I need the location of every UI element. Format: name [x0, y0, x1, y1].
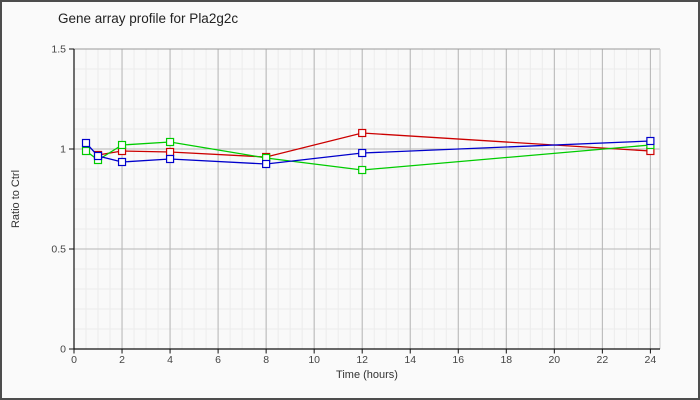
- marker-blue: [165, 154, 175, 164]
- x-tick-label: 24: [645, 354, 657, 366]
- axis-lines: [69, 48, 660, 354]
- chart-title: Gene array profile for Pla2g2c: [58, 11, 239, 26]
- marker-blue: [81, 138, 91, 148]
- marker-blue: [646, 136, 655, 146]
- plot-background: [74, 49, 660, 349]
- x-tick-label: 12: [356, 354, 368, 366]
- marker-red: [358, 128, 367, 138]
- x-tick-label: 6: [215, 354, 221, 366]
- x-tick-label: 18: [500, 354, 512, 366]
- y-tick-label: 1.5: [51, 44, 66, 56]
- y-tick-label: 0.5: [51, 244, 66, 256]
- marker-green: [81, 146, 91, 156]
- x-tick-label: 16: [452, 354, 464, 366]
- x-tick-label: 2: [119, 354, 125, 366]
- marker-red: [165, 147, 175, 157]
- series-blue: [81, 136, 655, 169]
- x-tick-label: 20: [548, 354, 560, 366]
- marker-blue: [358, 148, 367, 158]
- marker-blue: [117, 157, 127, 167]
- marker-green: [165, 137, 175, 147]
- y-tick-label: 1: [60, 144, 66, 156]
- x-axis-label: Time (hours): [336, 369, 398, 381]
- marker-blue: [93, 151, 103, 161]
- major-gridlines: [74, 48, 661, 349]
- y-tick-label: 0: [60, 344, 66, 356]
- marker-green: [358, 165, 367, 175]
- x-tick-label: 4: [167, 354, 173, 366]
- x-tick-label: 10: [308, 354, 320, 366]
- marker-green: [117, 140, 127, 150]
- x-tick-label: 14: [404, 354, 416, 366]
- x-tick-label: 8: [263, 354, 269, 366]
- marker-blue: [262, 159, 271, 169]
- x-tick-label: 0: [71, 354, 77, 366]
- x-tick-label: 22: [597, 354, 609, 366]
